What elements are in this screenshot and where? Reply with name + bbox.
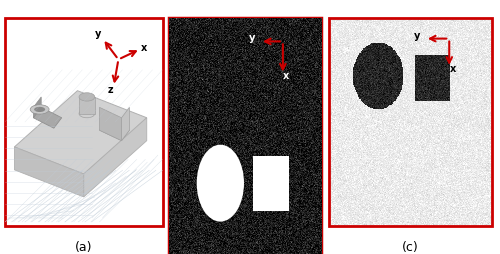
- Polygon shape: [84, 118, 147, 197]
- Polygon shape: [100, 120, 130, 141]
- Polygon shape: [14, 91, 147, 174]
- Bar: [253, 156, 289, 212]
- Ellipse shape: [79, 93, 95, 101]
- Text: y: y: [249, 34, 256, 43]
- Polygon shape: [100, 107, 122, 141]
- Text: z: z: [108, 85, 114, 95]
- Ellipse shape: [30, 105, 49, 114]
- Ellipse shape: [196, 145, 244, 221]
- Text: (a): (a): [75, 241, 92, 254]
- Text: y: y: [94, 28, 101, 39]
- Text: (c): (c): [402, 241, 418, 254]
- Text: x: x: [140, 43, 146, 53]
- Polygon shape: [122, 107, 130, 141]
- Polygon shape: [79, 97, 95, 114]
- Polygon shape: [34, 97, 41, 118]
- Text: y: y: [414, 31, 420, 41]
- Text: x: x: [450, 64, 456, 74]
- Text: x: x: [283, 71, 289, 81]
- Ellipse shape: [34, 107, 45, 112]
- Polygon shape: [34, 107, 62, 128]
- Polygon shape: [14, 147, 84, 197]
- Ellipse shape: [79, 109, 95, 118]
